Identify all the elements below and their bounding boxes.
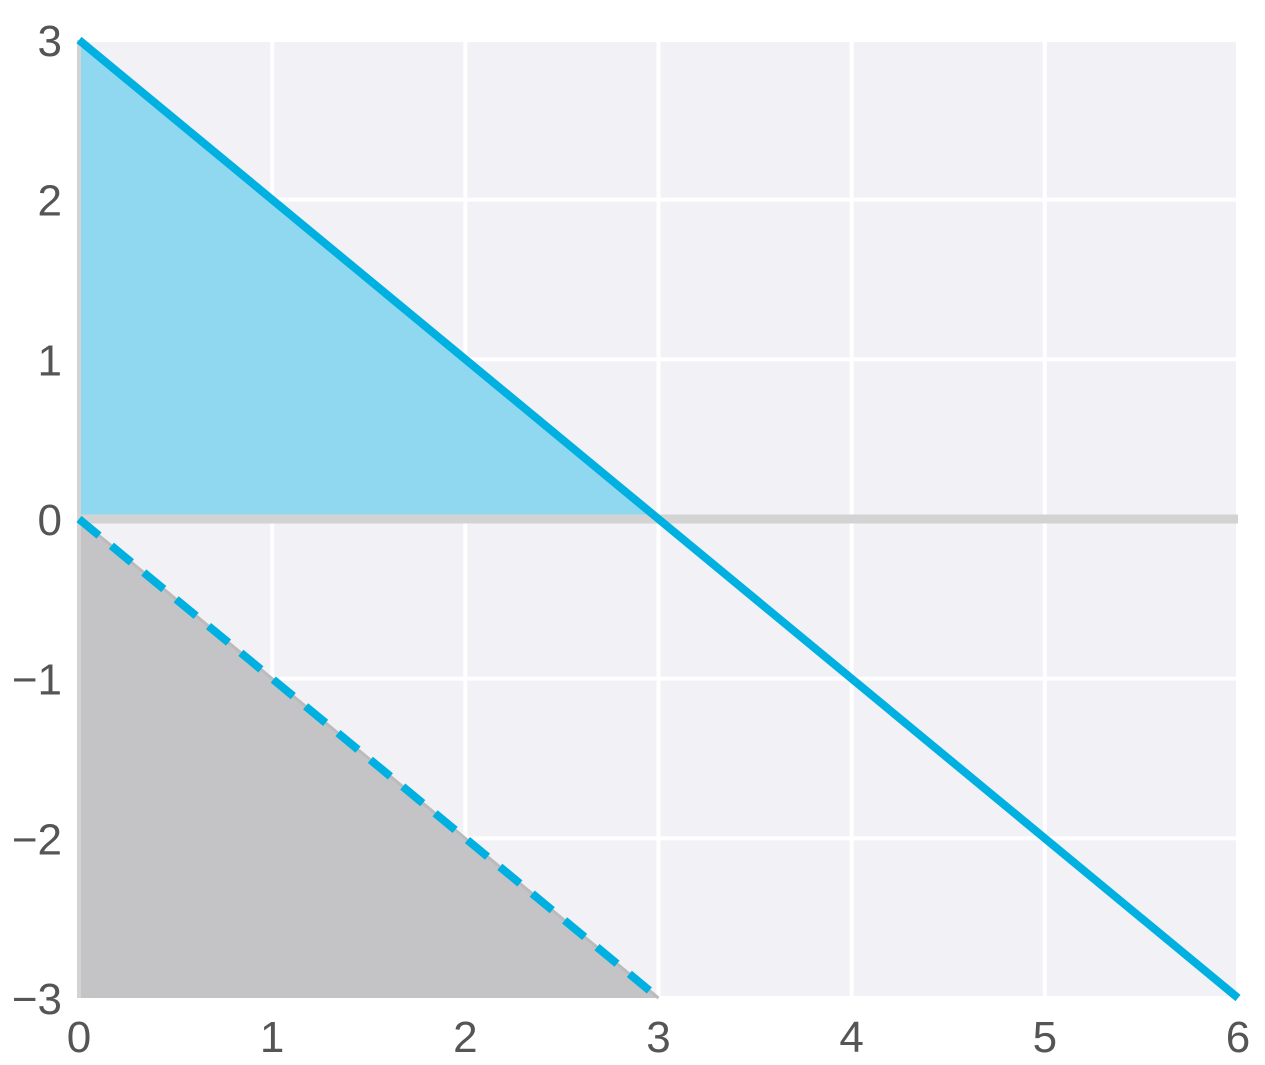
series-lines: [76, 36, 1241, 1002]
x-tick-label: 6: [1226, 1013, 1250, 1062]
x-tick-label: 2: [453, 1013, 477, 1062]
y-tick-label: 1: [38, 336, 62, 385]
y-tick-label: −2: [12, 815, 62, 864]
x-tick-label: 5: [1033, 1013, 1057, 1062]
x-axis-ticks: 0 1 2 3 4 5 6: [67, 1013, 1250, 1062]
y-tick-label: 0: [38, 496, 62, 545]
y-axis-ticks: −3 −2 −1 0 1 2 3: [12, 17, 62, 1024]
y-tick-label: 2: [38, 177, 62, 226]
x-tick-label: 3: [646, 1013, 670, 1062]
x-tick-label: 1: [260, 1013, 284, 1062]
y-tick-label: −3: [12, 975, 62, 1024]
x-tick-label: 0: [67, 1013, 91, 1062]
series-line-3: [78, 517, 660, 1000]
series-line-1: [76, 36, 1241, 1002]
x-tick-label: 4: [839, 1013, 863, 1062]
y-tick-label: 3: [38, 17, 62, 66]
y-tick-label: −1: [12, 656, 62, 705]
